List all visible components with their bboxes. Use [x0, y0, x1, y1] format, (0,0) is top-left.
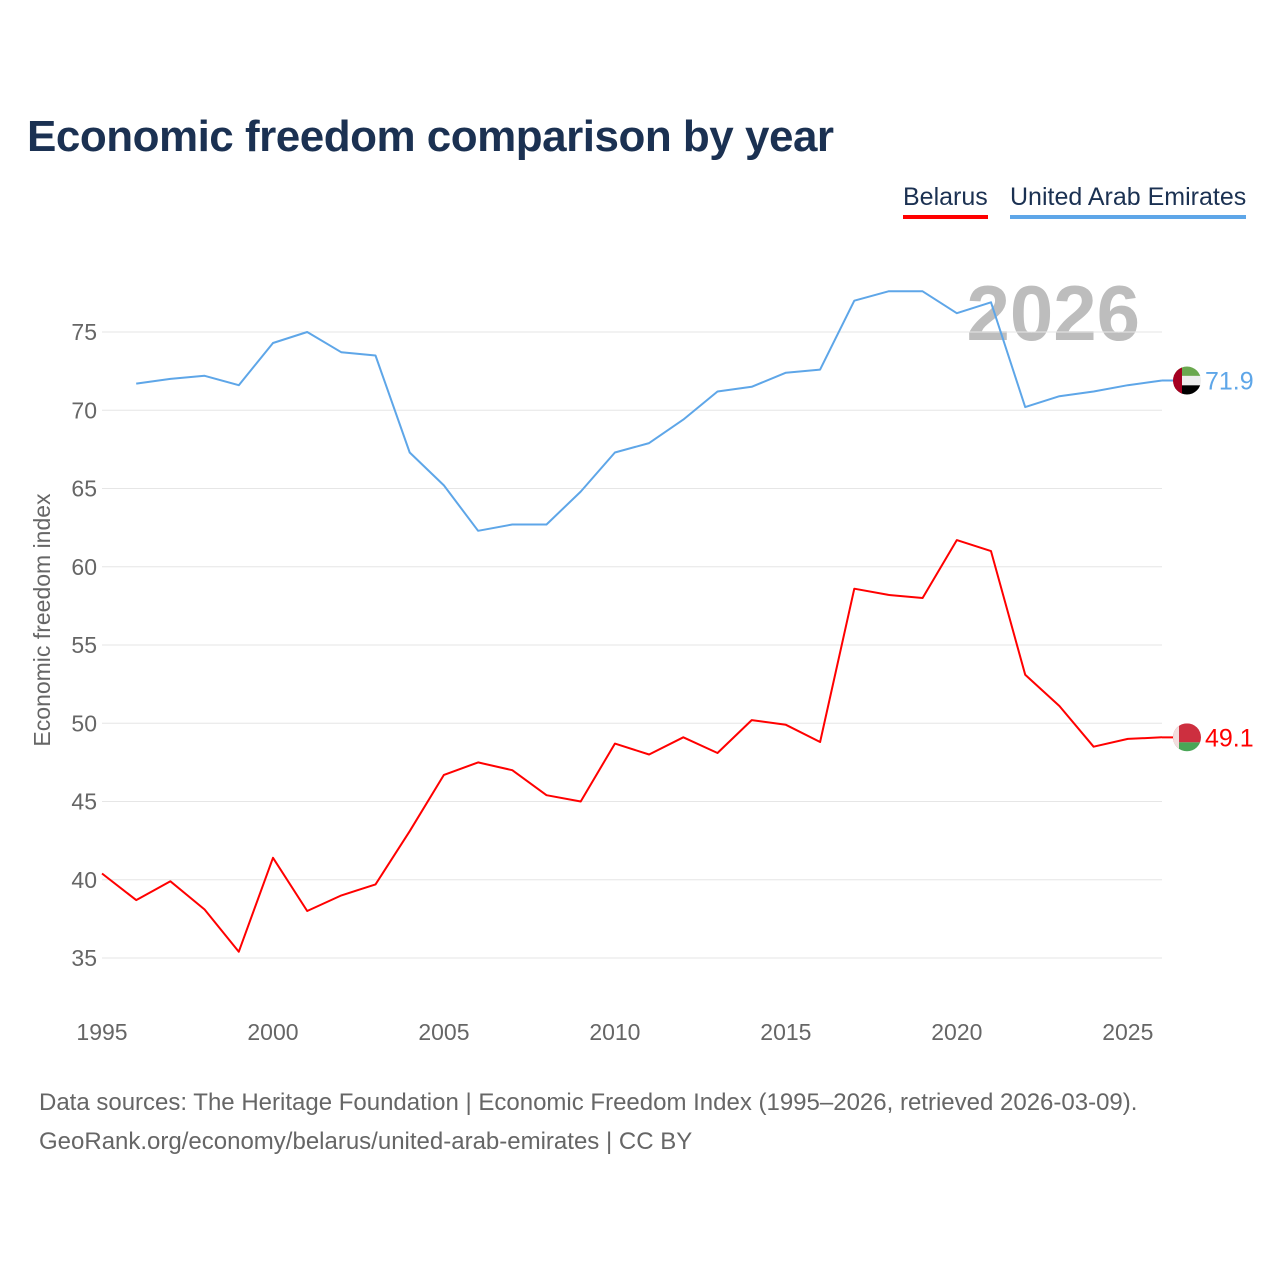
footer-url: GeoRank.org/economy/belarus/united-arab-…	[39, 1128, 693, 1155]
data-point	[1021, 403, 1029, 411]
data-point	[884, 287, 892, 295]
data-point	[953, 309, 961, 317]
series-line-uae	[136, 290, 1163, 532]
data-point	[919, 287, 927, 295]
data-point	[816, 366, 824, 374]
data-point	[919, 594, 927, 602]
x-tick-label: 1995	[76, 1019, 127, 1045]
data-point	[782, 721, 790, 729]
y-tick-label: 40	[71, 867, 97, 893]
legend-item-belarus[interactable]: Belarus	[903, 183, 988, 219]
y-tick-label: 55	[71, 632, 97, 658]
data-point	[748, 716, 756, 724]
data-point	[440, 481, 448, 489]
data-point	[1055, 702, 1063, 710]
data-point	[1021, 671, 1029, 679]
data-point	[577, 798, 585, 806]
data-point	[987, 547, 995, 555]
data-point	[474, 527, 482, 535]
data-point	[269, 339, 277, 347]
data-point	[303, 328, 311, 336]
chart-title: Economic freedom comparison by year	[27, 112, 834, 161]
legend-item-uae[interactable]: United Arab Emirates	[1010, 183, 1247, 219]
data-point	[679, 416, 687, 424]
belarus-flag-icon	[1173, 723, 1201, 752]
x-tick-label: 2010	[589, 1019, 640, 1045]
data-point	[713, 749, 721, 757]
data-point	[1090, 743, 1098, 751]
data-point	[372, 351, 380, 359]
y-tick-label: 35	[71, 945, 97, 971]
y-tick-label: 75	[71, 319, 97, 345]
data-point	[508, 520, 516, 528]
data-point	[577, 488, 585, 496]
data-point	[132, 896, 140, 904]
footer-sources: Data sources: The Heritage Foundation | …	[39, 1089, 1138, 1116]
data-point	[782, 369, 790, 377]
data-point	[406, 827, 414, 835]
data-point	[850, 297, 858, 305]
y-axis-label: Economic freedom index	[29, 493, 55, 747]
data-point	[850, 585, 858, 593]
data-point	[713, 387, 721, 395]
data-point	[1124, 735, 1132, 743]
y-tick-label: 60	[71, 554, 97, 580]
y-tick-label: 65	[71, 476, 97, 502]
x-tick-label: 2000	[247, 1019, 298, 1045]
year-watermark: 2026	[966, 269, 1140, 357]
data-point	[166, 375, 174, 383]
uae-flag-icon	[1173, 366, 1201, 395]
data-point	[337, 891, 345, 899]
data-point	[816, 738, 824, 746]
data-point	[611, 740, 619, 748]
data-point	[611, 449, 619, 457]
data-point	[987, 298, 995, 306]
data-point	[201, 905, 209, 913]
data-point	[98, 869, 106, 877]
data-point	[132, 380, 140, 388]
data-point	[440, 771, 448, 779]
data-point	[372, 880, 380, 888]
series-line-belarus	[101, 539, 1163, 953]
data-point	[1055, 392, 1063, 400]
data-point	[543, 791, 551, 799]
data-point	[1124, 381, 1132, 389]
x-tick-label: 2025	[1102, 1019, 1153, 1045]
data-point	[474, 758, 482, 766]
data-point	[679, 733, 687, 741]
data-point	[645, 439, 653, 447]
data-point	[201, 372, 209, 380]
x-tick-label: 2015	[760, 1019, 811, 1045]
data-point	[748, 383, 756, 391]
data-point	[166, 877, 174, 885]
x-tick-label: 2020	[931, 1019, 982, 1045]
y-tick-label: 50	[71, 710, 97, 736]
data-point	[235, 948, 243, 956]
end-value-label: 49.1	[1205, 724, 1254, 752]
data-point	[1090, 387, 1098, 395]
data-point	[508, 766, 516, 774]
data-point	[543, 520, 551, 528]
y-tick-label: 70	[71, 397, 97, 423]
y-tick-label: 45	[71, 789, 97, 815]
data-point	[953, 536, 961, 544]
data-point	[406, 449, 414, 457]
end-value-label: 71.9	[1205, 368, 1254, 396]
data-point	[884, 591, 892, 599]
data-point	[303, 907, 311, 915]
data-point	[337, 348, 345, 356]
data-point	[235, 381, 243, 389]
data-point	[269, 854, 277, 862]
x-tick-label: 2005	[418, 1019, 469, 1045]
data-point	[645, 751, 653, 759]
